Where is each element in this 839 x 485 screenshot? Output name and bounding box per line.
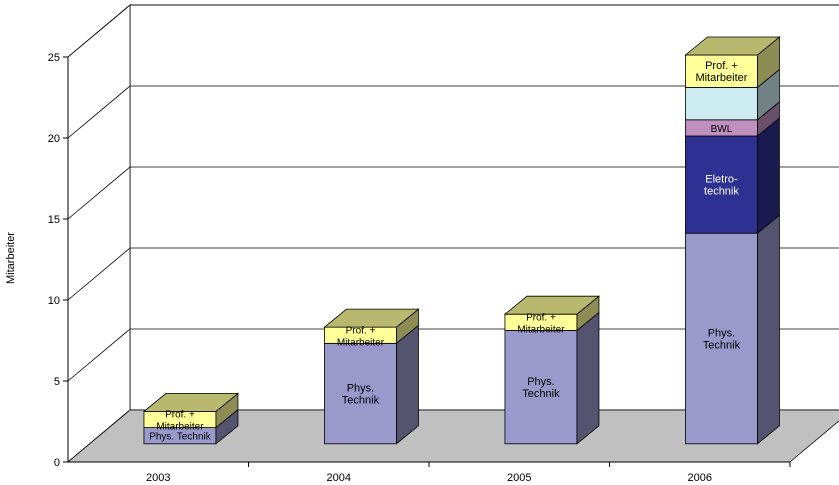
data-label: Prof. + Mitarbeiter xyxy=(517,312,565,335)
side-wall xyxy=(67,4,131,463)
bar-front xyxy=(685,87,758,121)
bar-segment: Phys. Technik xyxy=(504,311,600,445)
x-tick-label: 2003 xyxy=(146,472,170,484)
bar-segment: Phys. Technik xyxy=(143,408,239,445)
bar-top xyxy=(503,295,601,315)
bar-side xyxy=(757,117,780,235)
gridline-side xyxy=(67,4,131,58)
gridline-side xyxy=(67,85,131,139)
bar-segment xyxy=(685,68,780,121)
data-label: Phys. Technik xyxy=(703,328,741,352)
bar-top xyxy=(323,308,420,328)
bar-front xyxy=(685,54,758,88)
y-tick-label: 20 xyxy=(48,133,60,145)
y-tick-label: 5 xyxy=(54,376,60,388)
data-label: Phys. Technik xyxy=(522,376,560,400)
bar-side xyxy=(576,311,600,445)
y-tick-label: 0 xyxy=(54,457,60,469)
x-tick-label: 2005 xyxy=(507,472,531,484)
bar-front xyxy=(504,329,578,445)
bar-top xyxy=(684,36,781,56)
data-label: BWL xyxy=(711,124,733,135)
data-label: Prof. + Mitarbeiter xyxy=(695,60,747,84)
bar-segment: Eletro-technik xyxy=(685,117,780,235)
x-tick-label: 2006 xyxy=(688,472,712,484)
data-label: Phys. Technik xyxy=(149,432,212,443)
data-label: Eletro-technik xyxy=(704,174,739,198)
bar-segment: Prof. + Mitarbeiter xyxy=(503,295,601,335)
bar-segment: Prof. + Mitarbeiter xyxy=(684,36,781,89)
tick-labels: 0 5 10 15 20 25 2003 2004 2005 2006 xyxy=(48,52,712,484)
bar-side xyxy=(757,214,780,445)
bar-segment: Prof. + Mitarbeiter xyxy=(323,308,420,348)
gridline-side xyxy=(67,328,131,382)
bar-segment: BWL xyxy=(685,100,780,137)
bar-front xyxy=(685,135,758,234)
data-label: Prof. + Mitarbeiter xyxy=(156,410,204,433)
gridline-side xyxy=(67,247,131,301)
bar-top xyxy=(142,393,240,412)
bar-segment: Prof. + Mitarbeiter xyxy=(142,392,240,433)
x-tick-label: 2004 xyxy=(327,472,351,484)
data-label: Phys. Technik xyxy=(342,383,380,407)
bar-side xyxy=(396,324,419,445)
gridline-side xyxy=(67,166,131,220)
y-tick-label: 15 xyxy=(48,214,60,226)
y-tick-label: 10 xyxy=(48,295,60,307)
axes xyxy=(63,56,791,467)
y-tick-label: 25 xyxy=(48,52,60,64)
bar-segment: Phys. Technik xyxy=(685,214,780,445)
data-label: Prof. + Mitarbeiter xyxy=(337,325,385,348)
y-axis-label: Mitarbeiter xyxy=(5,232,17,284)
